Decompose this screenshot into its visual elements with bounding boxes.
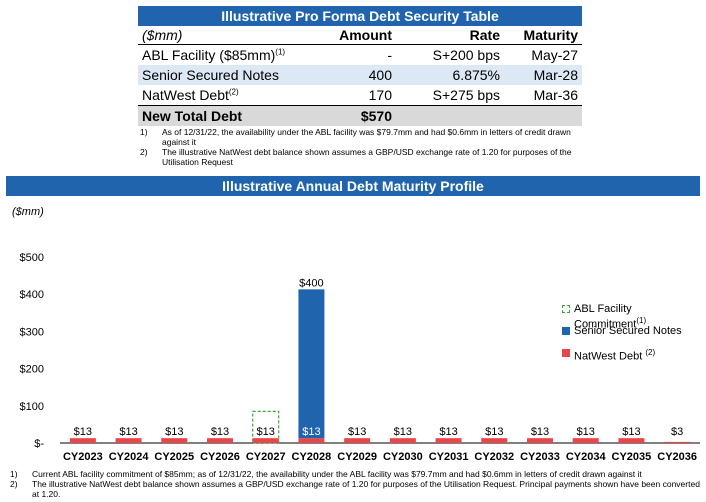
- x-category-label: CY2032: [474, 451, 514, 463]
- total-row: New Total Debt $570: [138, 105, 582, 126]
- legend-item-senior-notes: Senior Secured Notes: [562, 325, 706, 347]
- x-category-label: CY2027: [246, 451, 286, 463]
- y-tick-label: $-: [34, 438, 44, 450]
- footnote: 2) The illustrative NatWest debt balance …: [10, 479, 700, 499]
- footnote: 1) As of 12/31/22, the availability under…: [140, 127, 571, 147]
- y-tick-label: $100: [20, 401, 44, 413]
- data-label: $13: [211, 426, 229, 438]
- x-category-label: CY2030: [383, 451, 423, 463]
- row-amount: -: [387, 47, 392, 63]
- x-category-label: CY2025: [154, 451, 194, 463]
- y-tick-label: $400: [20, 289, 44, 301]
- data-label-total: $400: [299, 277, 323, 289]
- x-category-label: CY2033: [520, 451, 560, 463]
- y-tick-label: $500: [20, 252, 44, 264]
- bar-natwest: [481, 438, 508, 443]
- data-label: $13: [485, 426, 503, 438]
- row-name: ABL Facility ($85mm)(1): [142, 47, 286, 63]
- debt-security-table: ($mm) Amount Rate Maturity ABL Facility …: [138, 25, 582, 126]
- x-category-label: CY2029: [337, 451, 377, 463]
- x-category-label: CY2034: [566, 451, 607, 463]
- bar-natwest: [115, 438, 142, 443]
- table-row: Senior Secured Notes 400 6.875% Mar-28: [138, 65, 582, 85]
- row-rate: 6.875%: [396, 65, 504, 85]
- data-label: $13: [439, 426, 457, 438]
- x-category-label: CY2026: [200, 451, 240, 463]
- footnote: 2) The illustrative NatWest debt balance …: [140, 147, 572, 167]
- row-maturity: Mar-36: [533, 87, 578, 103]
- data-label: $13: [531, 426, 549, 438]
- x-category-label: CY2023: [63, 451, 103, 463]
- data-label: $13: [622, 426, 640, 438]
- data-label: $13: [577, 426, 595, 438]
- row-amount: 400: [318, 65, 396, 85]
- data-label: $13: [302, 426, 320, 438]
- data-label: $13: [348, 426, 366, 438]
- bar-natwest: [389, 438, 416, 443]
- chart-legend: ABL Facility Commitment(1) Senior Secure…: [562, 303, 706, 369]
- table-row: NatWest Debt(2) 170 S+275 bps Mar-36: [138, 85, 582, 106]
- data-label: $3: [671, 426, 683, 438]
- table-row: ABL Facility ($85mm)(1) - S+200 bps May-…: [138, 45, 582, 66]
- legend-item-abl: ABL Facility Commitment(1): [562, 303, 706, 331]
- table-title: Illustrative Pro Forma Debt Security Tab…: [138, 6, 582, 26]
- row-rate: S+200 bps: [432, 47, 500, 63]
- x-category-label: CY2031: [429, 451, 469, 463]
- table-footnotes: 1) As of 12/31/22, the availability under…: [140, 127, 580, 167]
- y-axis-units-label: ($mm): [12, 206, 44, 218]
- row-maturity: Mar-28: [504, 65, 582, 85]
- bar-natwest: [572, 438, 599, 443]
- header-amount: Amount: [318, 25, 396, 45]
- total-name: New Total Debt: [138, 105, 318, 126]
- row-name: Senior Secured Notes: [138, 65, 318, 85]
- data-label: $13: [394, 426, 412, 438]
- bar-senior-notes: [298, 289, 325, 439]
- row-amount: 170: [368, 87, 392, 103]
- table-header-row: ($mm) Amount Rate Maturity: [138, 25, 582, 45]
- header-maturity: Maturity: [504, 25, 582, 45]
- x-category-label: CY2024: [109, 451, 150, 463]
- bar-natwest: [161, 438, 188, 443]
- y-tick-label: $200: [20, 364, 44, 376]
- y-tick-label: $300: [20, 326, 44, 338]
- bar-natwest: [664, 441, 691, 443]
- header-units: ($mm): [138, 25, 318, 45]
- bar-natwest: [618, 438, 645, 443]
- data-label: $13: [257, 426, 275, 438]
- legend-swatch-senior-notes: [562, 327, 570, 335]
- bar-natwest: [298, 438, 325, 443]
- row-name: NatWest Debt(2): [142, 87, 239, 103]
- bar-natwest: [207, 438, 233, 443]
- x-category-label: CY2035: [612, 451, 652, 463]
- legend-swatch-abl: [562, 305, 570, 313]
- bar-natwest: [435, 438, 462, 443]
- bar-natwest: [69, 438, 96, 443]
- data-label: $13: [165, 426, 183, 438]
- bar-natwest: [344, 438, 371, 443]
- chart-title: Illustrative Annual Debt Maturity Profil…: [6, 176, 700, 196]
- footnote: 1) Current ABL facility commitment of $85…: [10, 469, 642, 479]
- row-maturity: May-27: [531, 47, 578, 63]
- bar-natwest: [252, 438, 279, 443]
- legend-item-natwest: NatWest Debt (2): [562, 347, 706, 369]
- row-rate: S+275 bps: [432, 87, 500, 103]
- header-rate: Rate: [396, 25, 504, 45]
- total-amount: $570: [318, 105, 396, 126]
- chart-footnotes: 1) Current ABL facility commitment of $85…: [10, 469, 700, 499]
- x-category-label: CY2036: [657, 451, 697, 463]
- data-label: $13: [74, 426, 92, 438]
- x-category-label: CY2028: [292, 451, 332, 463]
- data-label: $13: [119, 426, 137, 438]
- legend-swatch-natwest: [562, 349, 570, 357]
- bar-natwest: [527, 438, 553, 443]
